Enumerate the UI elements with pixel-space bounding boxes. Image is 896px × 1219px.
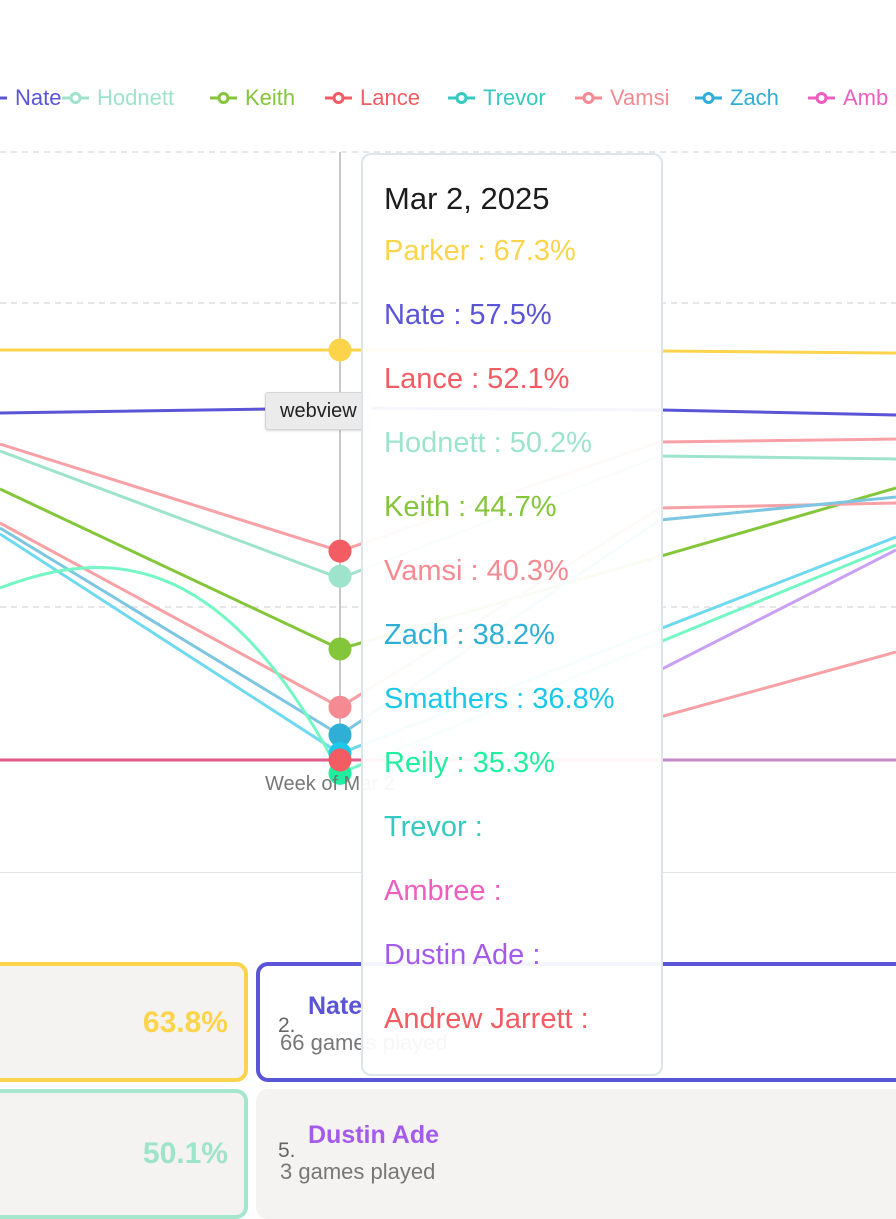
player-name: Nate <box>308 992 363 1020</box>
legend-line-icon <box>0 96 7 100</box>
leaderboard-card-1[interactable]: 63.8% <box>0 962 248 1082</box>
legend-item[interactable]: Amb <box>808 84 888 112</box>
win-percentage: 50.1% <box>142 1137 228 1170</box>
chart-tooltip: Mar 2, 2025 Parker : 67.3% Nate : 57.5% La… <box>361 153 663 1076</box>
legend-line-icon <box>808 92 835 104</box>
series-line-dustin-ade <box>659 548 896 672</box>
tooltip-row: Keith : 44.7% <box>384 491 557 523</box>
win-percentage: 63.8% <box>142 1006 228 1039</box>
data-point-hodnett <box>328 564 352 588</box>
rank-number: 2. <box>278 1014 296 1037</box>
tooltip-row: Smathers : 36.8% <box>384 683 615 715</box>
legend-label: Nate <box>15 85 62 110</box>
chart-legend: Nate Hodnett Keith Lance Trevor Vamsi Zach Amb <box>0 84 896 114</box>
legend-item[interactable]: Hodnett <box>62 84 174 112</box>
legend-label: Zach <box>730 85 779 110</box>
legend-item[interactable]: Nate <box>0 84 61 112</box>
tooltip-row: Ambree : <box>384 875 502 907</box>
legend-item[interactable]: Vamsi <box>575 84 670 112</box>
tooltip-row: Lance : 52.1% <box>384 363 570 395</box>
legend-label: Hodnett <box>97 85 175 110</box>
legend-label: Amb <box>843 85 889 110</box>
legend-label: Trevor <box>483 85 546 110</box>
legend-item[interactable]: Keith <box>210 84 295 112</box>
tooltip-row: Andrew Jarrett : <box>384 1003 589 1035</box>
legend-line-icon <box>575 92 602 104</box>
leaderboard-card-5[interactable]: 5. Dustin Ade 3 games played <box>256 1089 896 1219</box>
tooltip-row: Hodnett : 50.2% <box>384 427 592 459</box>
legend-line-icon <box>210 92 237 104</box>
tooltip-row: Vamsi : 40.3% <box>384 555 569 587</box>
data-point-zach <box>328 723 352 747</box>
tooltip-row: Zach : 38.2% <box>384 619 555 651</box>
data-point-vamsi <box>328 695 352 719</box>
legend-label: Lance <box>360 85 420 110</box>
legend-item[interactable]: Lance <box>325 84 420 112</box>
data-point-keith <box>328 637 352 661</box>
legend-line-icon <box>695 92 722 104</box>
series-line-andrew-jarrett <box>659 650 896 719</box>
games-played: 3 games played <box>280 1159 436 1184</box>
legend-item[interactable]: Trevor <box>448 84 546 112</box>
legend-label: Vamsi <box>610 85 670 110</box>
webview-tooltip: webview <box>265 392 372 430</box>
legend-line-icon <box>448 92 475 104</box>
legend-line-icon <box>325 92 352 104</box>
player-name: Dustin Ade <box>308 1121 440 1149</box>
data-point-parker <box>328 338 352 362</box>
legend-label: Keith <box>245 85 296 110</box>
tooltip-row: Reily : 35.3% <box>384 747 555 779</box>
tooltip-date: Mar 2, 2025 <box>384 181 550 216</box>
legend-item[interactable]: Zach <box>695 84 779 112</box>
data-point-andrew-jarrett <box>328 748 352 772</box>
rank-number: 5. <box>278 1139 296 1162</box>
tooltip-row: Dustin Ade : <box>384 939 541 971</box>
tooltip-row: Trevor : <box>384 811 483 843</box>
data-point-lance <box>328 539 352 563</box>
tooltip-row: Parker : 67.3% <box>384 235 576 267</box>
legend-line-icon <box>62 92 89 104</box>
tooltip-row: Nate : 57.5% <box>384 299 552 331</box>
series-line-reily <box>0 543 896 776</box>
leaderboard-card-4[interactable]: 50.1% <box>0 1089 248 1219</box>
